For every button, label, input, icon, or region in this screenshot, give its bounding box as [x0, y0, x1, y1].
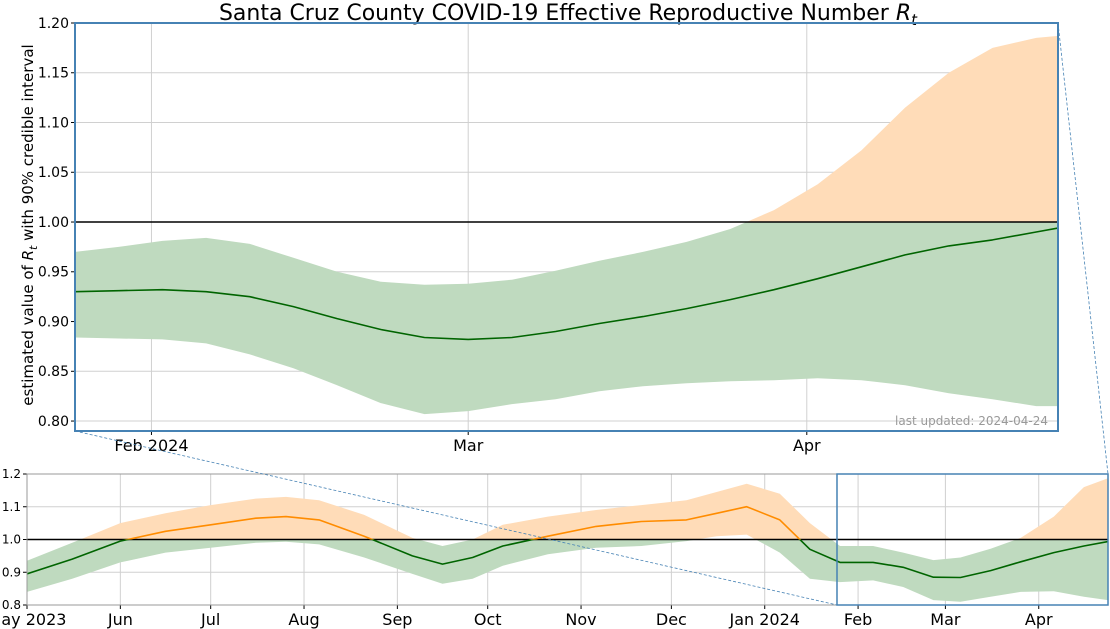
x-tick-label: Mar [453, 436, 484, 455]
x-tick-label: Feb 2024 [114, 436, 188, 455]
y-tick-label: 0.80 [38, 414, 69, 430]
y-tick-label: 1.10 [38, 115, 69, 131]
y-tick-label: 0.9 [2, 565, 21, 579]
x-tick-label: Jun [107, 610, 133, 629]
x-tick-label: Aug [288, 610, 319, 629]
x-tick-label: Apr [1025, 610, 1053, 629]
band-below-group [75, 222, 1058, 415]
band-group [75, 35, 1058, 415]
mean-line-below-threshold [27, 539, 1108, 579]
y-axis-label: estimated value of Rt with 90% credible … [19, 44, 40, 405]
zoom-x-ticks: Feb 2024 Mar Apr [114, 431, 821, 455]
band-group [27, 478, 1108, 602]
y-tick-label: 1.2 [2, 467, 21, 481]
x-tick-label: May 2023 [0, 610, 66, 629]
x-tick-label: Jul [200, 610, 220, 629]
zoom-mean-line [75, 227, 1058, 341]
mean-below-group [27, 539, 1108, 579]
y-tick-label: 1.00 [38, 215, 69, 231]
zoom-window-indicator [836, 473, 1109, 606]
band-above-group [746, 35, 1058, 223]
band-below-group [27, 539, 1108, 602]
mean-line-below-threshold [75, 227, 1058, 341]
mean-below-group [75, 227, 1058, 341]
mean-line-above-threshold [123, 505, 802, 540]
y-tick-label: 0.95 [38, 265, 69, 281]
credible-band-below-threshold [75, 222, 1058, 415]
y-tick-label: 1.1 [2, 500, 21, 514]
overview-panel: 0.8 0.9 1.0 1.1 1.2 May 2023 Jun Jul Aug Sep Oct N… [0, 467, 1109, 629]
x-tick-label: Apr [793, 436, 821, 455]
overview-y-ticks: 0.8 0.9 1.0 1.1 1.2 [2, 467, 27, 612]
chart-title: Santa Cruz County COVID-19 Effective Rep… [219, 1, 918, 29]
overview-mean-line [27, 505, 1108, 579]
x-tick-label: Oct [474, 610, 502, 629]
x-tick-label: Sep [382, 610, 412, 629]
band-above-group [80, 478, 1108, 540]
zoom-y-ticks: 0.80 0.85 0.90 0.95 1.00 1.05 1.10 1.15 1.20 [38, 16, 75, 430]
y-tick-label: 0.85 [38, 364, 69, 380]
mean-above-group [123, 505, 802, 540]
zoom-credible-band [75, 35, 1058, 415]
credible-band-below-threshold [27, 539, 1108, 602]
y-tick-label: 1.15 [38, 66, 69, 82]
x-tick-label: Dec [656, 610, 687, 629]
zoom-connectors [74, 22, 1109, 606]
last-updated-note: last updated: 2024-04-24 [895, 414, 1048, 428]
y-tick-label: 1.20 [38, 16, 69, 32]
connector-left [74, 430, 838, 606]
x-tick-label: Feb [844, 610, 872, 629]
y-tick-label: 1.05 [38, 165, 69, 181]
overview-credible-band [27, 478, 1108, 602]
connector-right [1057, 22, 1109, 475]
overview-x-ticks: May 2023 Jun Jul Aug Sep Oct Nov Dec Jan 2024 Feb… [0, 605, 1053, 629]
x-tick-label: Jan 2024 [728, 610, 799, 629]
x-tick-label: Nov [565, 610, 596, 629]
y-tick-label: 1.0 [2, 533, 21, 547]
y-tick-label: 0.8 [2, 598, 21, 612]
credible-band-above-threshold [746, 35, 1058, 223]
zoom-panel-frame [74, 22, 1059, 432]
x-tick-label: Mar [930, 610, 961, 629]
zoom-panel: 0.80 0.85 0.90 0.95 1.00 1.05 1.10 1.15 1.20 Feb… [38, 16, 1059, 455]
y-tick-label: 0.90 [38, 314, 69, 330]
credible-band-above-threshold [80, 478, 1108, 540]
